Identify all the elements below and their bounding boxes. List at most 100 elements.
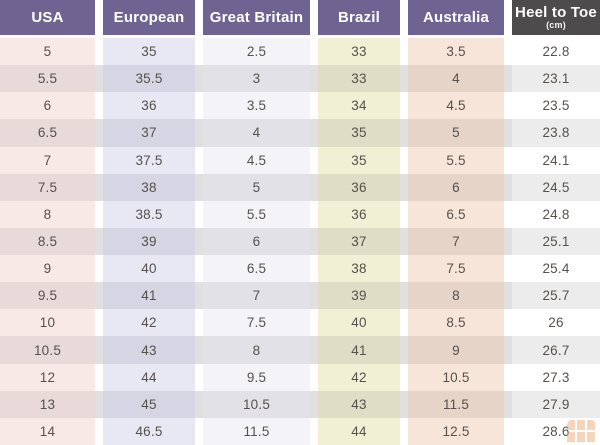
table-cell-heel-to-toe: 25.1 xyxy=(512,227,600,256)
column-header-heel-to-toe: Heel to Toe (cm) xyxy=(512,0,600,35)
table-cell-australia: 4 xyxy=(408,65,504,93)
table-cell-european: 37 xyxy=(103,119,195,147)
table-cell-brazil: 35 xyxy=(318,119,400,147)
table-cell-heel-to-toe: 24.5 xyxy=(512,173,600,201)
column-header-label: USA xyxy=(31,8,64,26)
table-cell-australia: 3.5 xyxy=(408,38,504,66)
table-cell-heel-to-toe: 25.7 xyxy=(512,282,600,310)
table-row: 8 38.5 5.5 36 6.5 24.8 xyxy=(0,200,600,228)
table-cell-brazil: 35 xyxy=(318,146,400,174)
table-cell-european: 39 xyxy=(103,227,195,256)
table-cell-usa: 7.5 xyxy=(0,173,95,201)
table-row: 9.5 41 7 39 8 25.7 xyxy=(0,282,600,310)
table-cell-usa: 12 xyxy=(0,363,95,391)
table-cell-heel-to-toe: 23.1 xyxy=(512,65,600,93)
column-header-great-britain: Great Britain xyxy=(203,0,310,35)
table-cell-great-britain: 7 xyxy=(203,282,310,310)
table-cell-brazil: 44 xyxy=(318,417,400,445)
table-cell-great-britain: 11.5 xyxy=(203,417,310,445)
table-row: 5 35 2.5 33 3.5 22.8 xyxy=(0,38,600,66)
table-cell-heel-to-toe: 23.5 xyxy=(512,92,600,120)
table-cell-australia: 10.5 xyxy=(408,363,504,391)
table-cell-heel-to-toe: 24.8 xyxy=(512,200,600,228)
table-cell-brazil: 38 xyxy=(318,255,400,283)
column-header-label: Heel to Toe xyxy=(515,3,597,21)
table-cell-usa: 9 xyxy=(0,255,95,283)
table-cell-heel-to-toe: 26 xyxy=(512,309,600,337)
table-cell-brazil: 40 xyxy=(318,309,400,337)
table-cell-australia: 7.5 xyxy=(408,255,504,283)
table-cell-usa: 5 xyxy=(0,38,95,66)
table-cell-usa: 6 xyxy=(0,92,95,120)
table-cell-heel-to-toe: 22.8 xyxy=(512,38,600,66)
table-cell-australia: 6.5 xyxy=(408,200,504,228)
table-cell-european: 38 xyxy=(103,173,195,201)
table-cell-european: 40 xyxy=(103,255,195,283)
table-row: 7 37.5 4.5 35 5.5 24.1 xyxy=(0,146,600,174)
table-cell-usa: 5.5 xyxy=(0,65,95,93)
table-row: 12 44 9.5 42 10.5 27.3 xyxy=(0,363,600,391)
table-cell-usa: 8 xyxy=(0,200,95,228)
table-cell-heel-to-toe: 27.9 xyxy=(512,390,600,418)
column-header-label: Great Britain xyxy=(209,8,304,26)
table-cell-european: 46.5 xyxy=(103,417,195,445)
table-cell-usa: 14 xyxy=(0,417,95,445)
table-cell-brazil: 41 xyxy=(318,336,400,364)
table-row: 13 45 10.5 43 11.5 27.9 xyxy=(0,390,600,418)
table-cell-heel-to-toe: 23.8 xyxy=(512,119,600,147)
table-cell-heel-to-toe: 24.1 xyxy=(512,146,600,174)
table-cell-great-britain: 5 xyxy=(203,173,310,201)
table-cell-european: 42 xyxy=(103,309,195,337)
column-header-label: Brazil xyxy=(337,8,381,26)
table-cell-australia: 12.5 xyxy=(408,417,504,445)
table-cell-european: 37.5 xyxy=(103,146,195,174)
table-cell-australia: 8.5 xyxy=(408,309,504,337)
table-cell-european: 45 xyxy=(103,390,195,418)
table-cell-great-britain: 3 xyxy=(203,65,310,93)
table-cell-brazil: 36 xyxy=(318,200,400,228)
column-header-european: European xyxy=(103,0,195,35)
table-cell-brazil: 33 xyxy=(318,65,400,93)
column-header-usa: USA xyxy=(0,0,95,35)
table-cell-great-britain: 6 xyxy=(203,227,310,256)
table-cell-great-britain: 6.5 xyxy=(203,255,310,283)
table-row: 10.5 43 8 41 9 26.7 xyxy=(0,336,600,364)
table-cell-great-britain: 10.5 xyxy=(203,390,310,418)
table-cell-great-britain: 4.5 xyxy=(203,146,310,174)
table-cell-european: 36 xyxy=(103,92,195,120)
table-cell-heel-to-toe: 25.4 xyxy=(512,255,600,283)
column-header-sublabel: (cm) xyxy=(546,19,566,30)
table-body: 5 35 2.5 33 3.5 22.8 5.5 35.5 3 33 4 23.1 6 36 3.5 34 4.… xyxy=(0,38,600,445)
table-cell-brazil: 39 xyxy=(318,282,400,310)
table-cell-australia: 6 xyxy=(408,173,504,201)
table-header-row: USA European Great Britain Brazil Austra… xyxy=(0,0,600,35)
table-cell-usa: 9.5 xyxy=(0,282,95,310)
column-header-brazil: Brazil xyxy=(318,0,400,35)
column-header-label: European xyxy=(113,8,185,26)
column-header-label: Australia xyxy=(423,8,489,26)
table-row: 6.5 37 4 35 5 23.8 xyxy=(0,119,600,147)
table-cell-european: 35.5 xyxy=(103,65,195,93)
table-cell-european: 41 xyxy=(103,282,195,310)
table-cell-usa: 13 xyxy=(0,390,95,418)
table-row: 9 40 6.5 38 7.5 25.4 xyxy=(0,255,600,283)
table-cell-great-britain: 4 xyxy=(203,119,310,147)
table-row: 10 42 7.5 40 8.5 26 xyxy=(0,309,600,337)
table-row: 5.5 35.5 3 33 4 23.1 xyxy=(0,65,600,93)
table-cell-australia: 4.5 xyxy=(408,92,504,120)
table-cell-heel-to-toe: 28.6 xyxy=(512,417,600,445)
table-cell-australia: 7 xyxy=(408,227,504,256)
table-cell-brazil: 42 xyxy=(318,363,400,391)
table-cell-brazil: 37 xyxy=(318,227,400,256)
table-cell-brazil: 36 xyxy=(318,173,400,201)
table-cell-usa: 10.5 xyxy=(0,336,95,364)
table-cell-great-britain: 7.5 xyxy=(203,309,310,337)
table-cell-usa: 6.5 xyxy=(0,119,95,147)
table-cell-european: 44 xyxy=(103,363,195,391)
table-cell-usa: 8.5 xyxy=(0,227,95,256)
table-row: 8.5 39 6 37 7 25.1 xyxy=(0,227,600,256)
table-cell-australia: 5.5 xyxy=(408,146,504,174)
table-cell-great-britain: 2.5 xyxy=(203,38,310,66)
table-cell-brazil: 34 xyxy=(318,92,400,120)
